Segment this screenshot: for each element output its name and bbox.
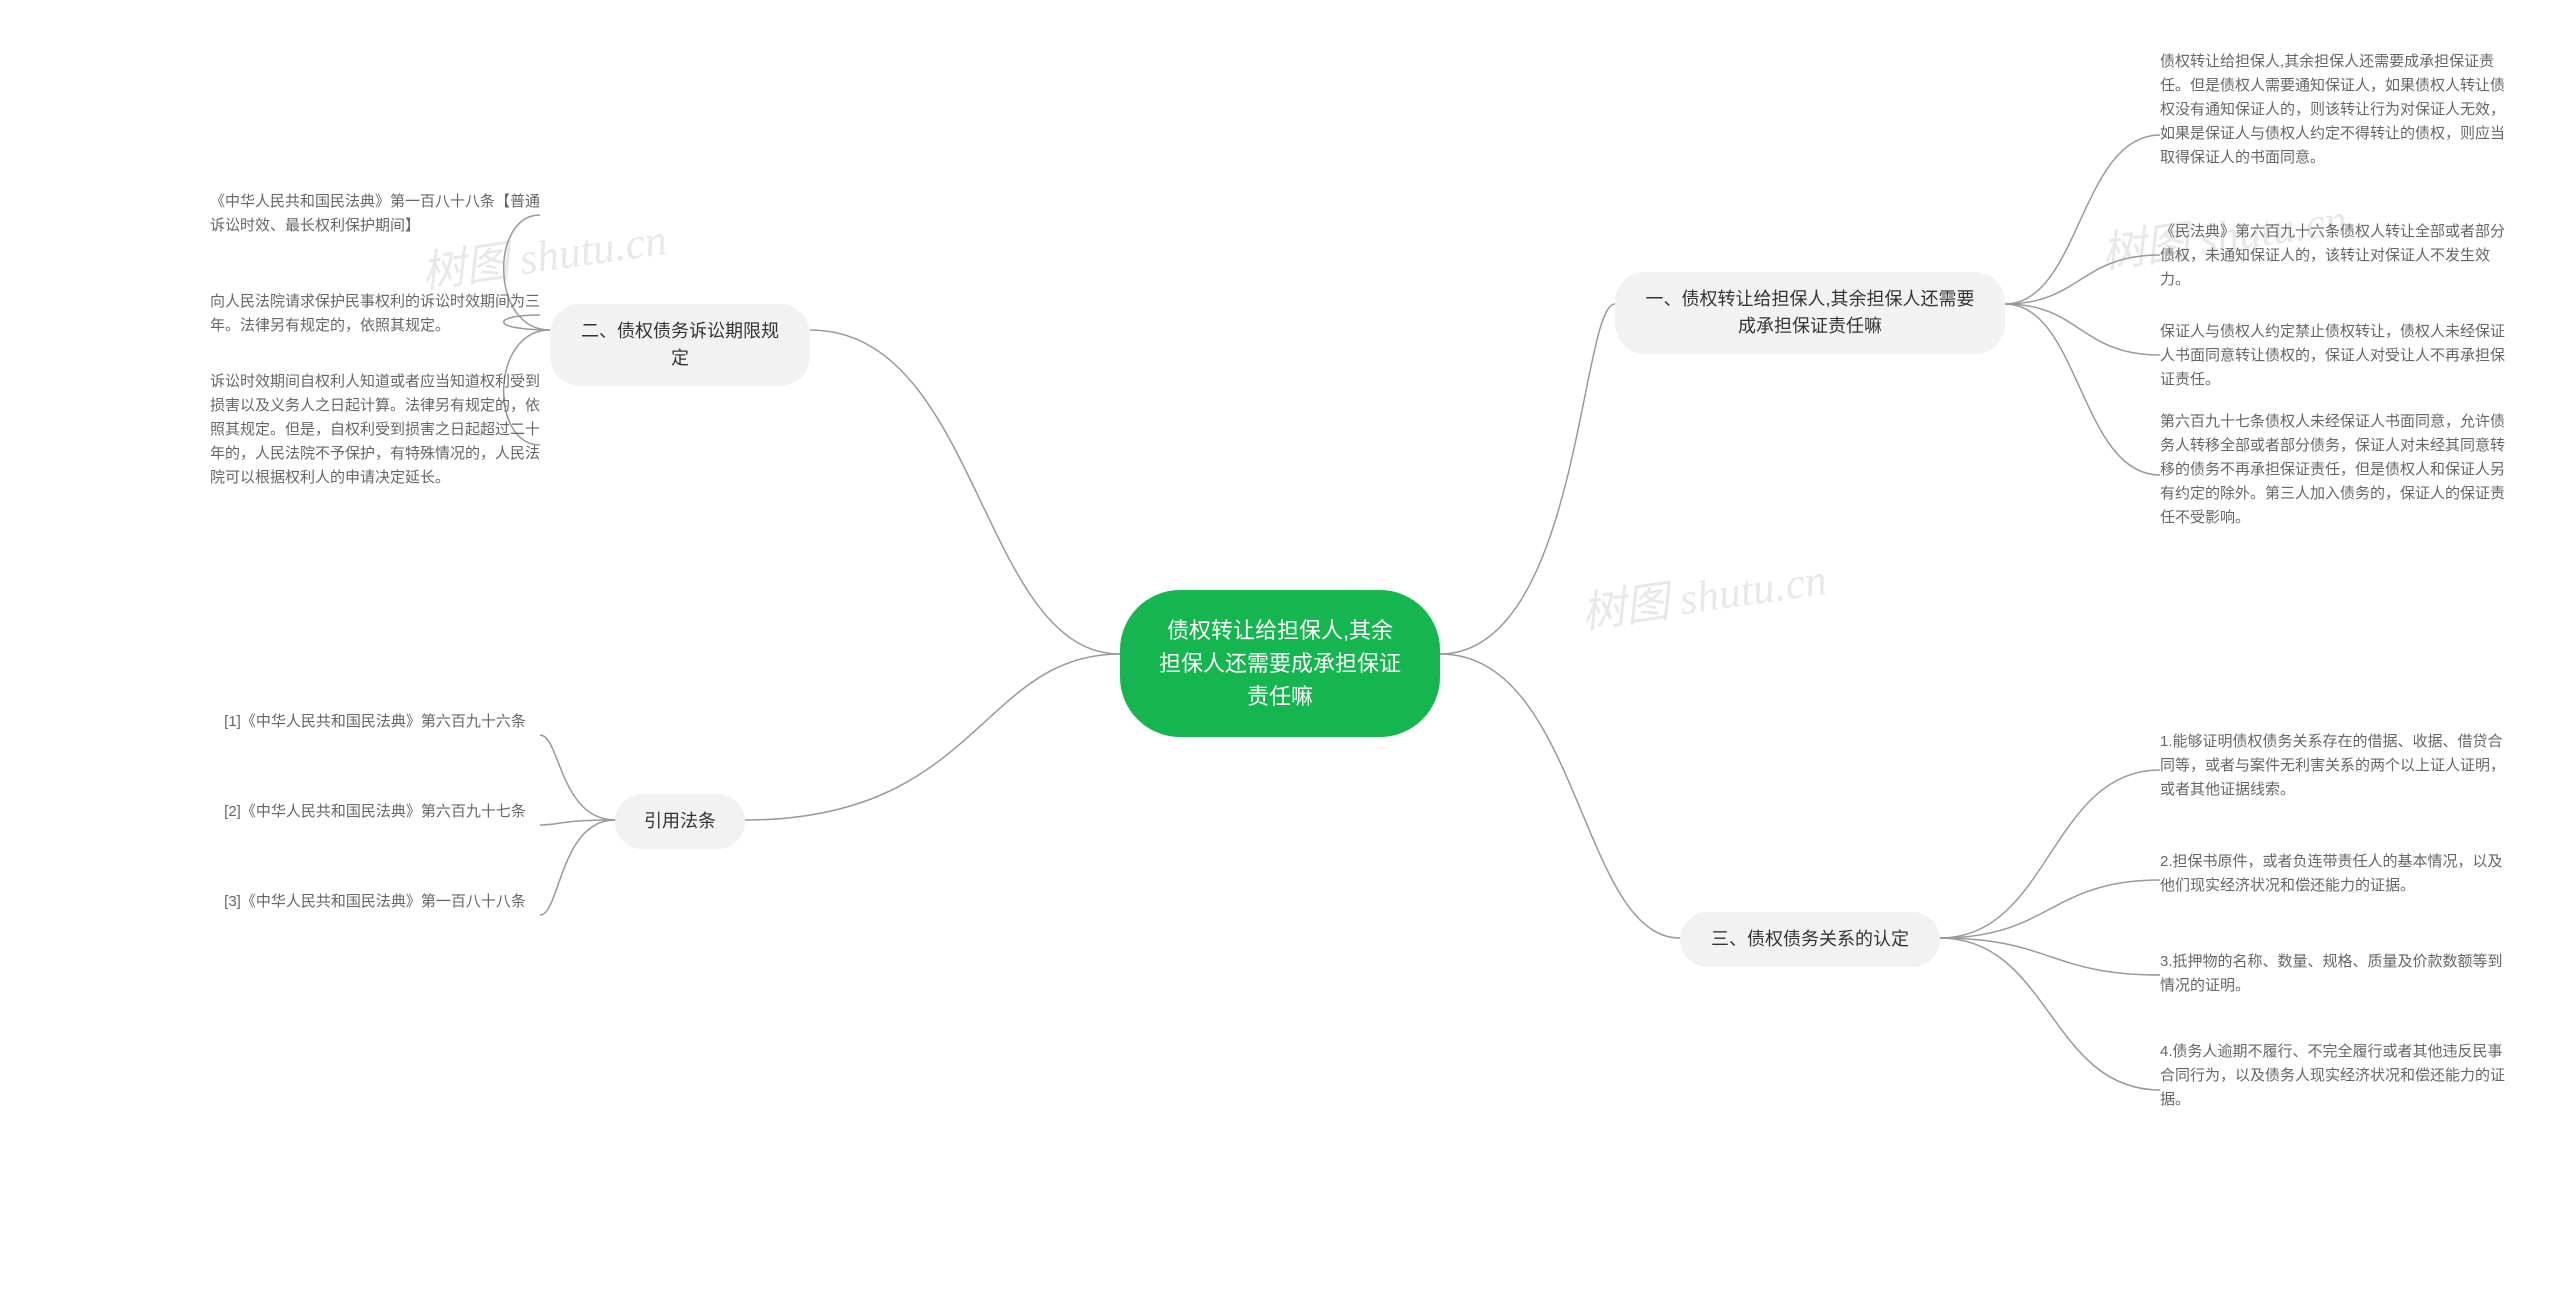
leaf-b4-2: [2]《中华人民共和国民法典》第六百九十七条 <box>210 800 540 824</box>
center-text: 债权转让给担保人,其余担保人还需要成承担保证责任嘛 <box>1156 614 1404 713</box>
leaf-b2-1: 《中华人民共和国民法典》第一百八十八条【普通诉讼时效、最长权利保护期间】 <box>210 190 540 238</box>
branch-2-text: 二、债权债务诉讼期限规定 <box>578 318 782 372</box>
leaf-text: 债权转让给担保人,其余担保人还需要成承担保证责任。但是债权人需要通知保证人，如果… <box>2160 50 2510 170</box>
leaf-text: 4.债务人逾期不履行、不完全履行或者其他违反民事合同行为，以及债务人现实经济状况… <box>2160 1040 2510 1112</box>
leaf-text: 1.能够证明债权债务关系存在的借据、收据、借贷合同等，或者与案件无利害关系的两个… <box>2160 730 2510 802</box>
leaf-b1-1: 债权转让给担保人,其余担保人还需要成承担保证责任。但是债权人需要通知保证人，如果… <box>2160 50 2510 170</box>
leaf-text: [3]《中华人民共和国民法典》第一百八十八条 <box>224 890 526 914</box>
leaf-text: 2.担保书原件，或者负连带责任人的基本情况，以及他们现实经济状况和偿还能力的证据… <box>2160 850 2510 898</box>
leaf-b3-1: 1.能够证明债权债务关系存在的借据、收据、借贷合同等，或者与案件无利害关系的两个… <box>2160 730 2510 802</box>
leaf-text: 向人民法院请求保护民事权利的诉讼时效期间为三年。法律另有规定的，依照其规定。 <box>210 290 540 338</box>
leaf-b1-2: 《民法典》第六百九十六条债权人转让全部或者部分债权，未通知保证人的，该转让对保证… <box>2160 220 2510 292</box>
leaf-b3-2: 2.担保书原件，或者负连带责任人的基本情况，以及他们现实经济状况和偿还能力的证据… <box>2160 850 2510 898</box>
leaf-b3-3: 3.抵押物的名称、数量、规格、质量及价款数额等到情况的证明。 <box>2160 950 2510 998</box>
leaf-b2-2: 向人民法院请求保护民事权利的诉讼时效期间为三年。法律另有规定的，依照其规定。 <box>210 290 540 338</box>
leaf-b4-3: [3]《中华人民共和国民法典》第一百八十八条 <box>210 890 540 914</box>
leaf-text: 《中华人民共和国民法典》第一百八十八条【普通诉讼时效、最长权利保护期间】 <box>210 190 540 238</box>
leaf-text: [2]《中华人民共和国民法典》第六百九十七条 <box>224 800 526 824</box>
leaf-text: 《民法典》第六百九十六条债权人转让全部或者部分债权，未通知保证人的，该转让对保证… <box>2160 220 2510 292</box>
watermark: 树图 shutu.cn <box>1577 543 1830 641</box>
leaf-text: 第六百九十七条债权人未经保证人书面同意，允许债务人转移全部或者部分债务，保证人对… <box>2160 410 2510 530</box>
leaf-text: [1]《中华人民共和国民法典》第六百九十六条 <box>224 710 526 734</box>
branch-1[interactable]: 一、债权转让给担保人,其余担保人还需要成承担保证责任嘛 <box>1615 272 2005 354</box>
leaf-b1-3: 保证人与债权人约定禁止债权转让，债权人未经保证人书面同意转让债权的，保证人对受让… <box>2160 320 2510 392</box>
leaf-b2-3: 诉讼时效期间自权利人知道或者应当知道权利受到损害以及义务人之日起计算。法律另有规… <box>210 370 540 490</box>
branch-4-text: 引用法条 <box>644 808 716 835</box>
branch-4[interactable]: 引用法条 <box>615 794 745 849</box>
leaf-b3-4: 4.债务人逾期不履行、不完全履行或者其他违反民事合同行为，以及债务人现实经济状况… <box>2160 1040 2510 1112</box>
branch-1-text: 一、债权转让给担保人,其余担保人还需要成承担保证责任嘛 <box>1643 286 1977 340</box>
leaf-b4-1: [1]《中华人民共和国民法典》第六百九十六条 <box>210 710 540 734</box>
leaf-b1-4: 第六百九十七条债权人未经保证人书面同意，允许债务人转移全部或者部分债务，保证人对… <box>2160 410 2510 530</box>
leaf-text: 3.抵押物的名称、数量、规格、质量及价款数额等到情况的证明。 <box>2160 950 2510 998</box>
branch-3[interactable]: 三、债权债务关系的认定 <box>1680 912 1940 967</box>
leaf-text: 保证人与债权人约定禁止债权转让，债权人未经保证人书面同意转让债权的，保证人对受让… <box>2160 320 2510 392</box>
branch-3-text: 三、债权债务关系的认定 <box>1711 926 1909 953</box>
branch-2[interactable]: 二、债权债务诉讼期限规定 <box>550 304 810 386</box>
center-node[interactable]: 债权转让给担保人,其余担保人还需要成承担保证责任嘛 <box>1120 590 1440 737</box>
leaf-text: 诉讼时效期间自权利人知道或者应当知道权利受到损害以及义务人之日起计算。法律另有规… <box>210 370 540 490</box>
